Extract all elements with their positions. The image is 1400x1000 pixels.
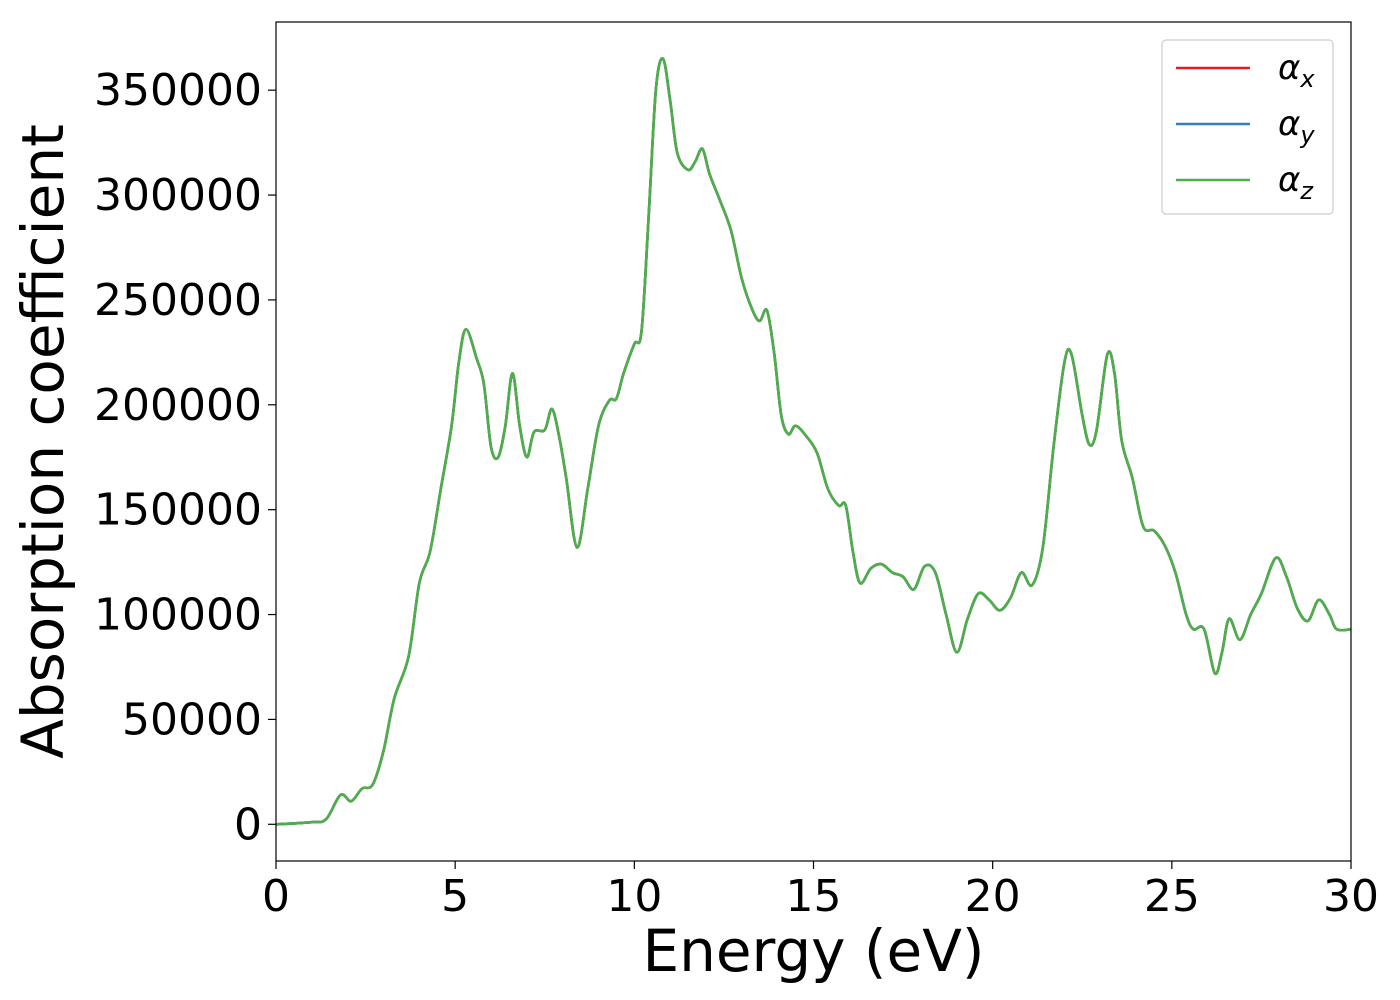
y-tick-label: 350000: [94, 65, 262, 116]
legend-box: [1161, 39, 1334, 215]
series-layer: [276, 57, 1351, 826]
y-axis-label: Absorption coefficient: [9, 124, 77, 759]
y-axis-ticks: 0 50000 100000 150000 200000 250000 300000 3500…: [94, 65, 276, 850]
x-axis-label: Energy (eV): [642, 917, 984, 985]
x-tick-label: 30: [1323, 871, 1379, 922]
x-tick-label: 0: [262, 871, 290, 922]
x-axis-ticks: 0 5 10 15 20 25 30: [262, 861, 1379, 922]
x-tick-label: 15: [786, 871, 842, 922]
x-tick-label: 5: [441, 871, 469, 922]
y-tick-label: 100000: [94, 590, 262, 641]
series-line-alpha-z: [276, 57, 1351, 826]
y-tick-label: 0: [234, 799, 262, 850]
y-tick-label: 50000: [122, 694, 262, 745]
y-tick-label: 150000: [94, 485, 262, 536]
y-tick-label: 200000: [94, 380, 262, 431]
y-tick-label: 300000: [94, 170, 262, 221]
legend-label-alpha-y: αy: [1278, 104, 1315, 149]
y-tick-label: 250000: [94, 275, 262, 326]
x-tick-label: 25: [1144, 871, 1200, 922]
x-tick-label: 10: [606, 871, 662, 922]
x-tick-label: 20: [965, 871, 1021, 922]
